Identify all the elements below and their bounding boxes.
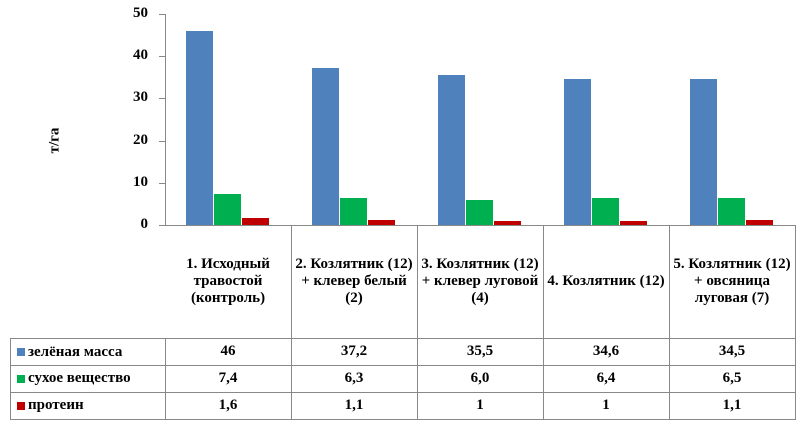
- bar-2: [214, 193, 241, 225]
- legend-swatch: [17, 348, 25, 356]
- x-axis-line: [165, 225, 795, 226]
- bar-2: [592, 197, 619, 225]
- data-cell: 6,4: [543, 365, 670, 393]
- y-axis-line: [165, 14, 166, 225]
- data-cell: 1,1: [669, 392, 796, 420]
- bar-2: [466, 199, 493, 225]
- data-cell: 1: [417, 392, 544, 420]
- data-cell: 6,3: [291, 365, 418, 393]
- y-tick-label: 20: [133, 131, 148, 148]
- bar-1: [564, 78, 591, 225]
- legend-entry: протеин: [10, 392, 166, 420]
- y-tick-label: 50: [133, 5, 148, 21]
- legend-label: сухое вещество: [28, 370, 131, 386]
- y-tick-mark: [159, 14, 165, 15]
- y-tick-label: 0: [140, 216, 149, 232]
- bar-1: [690, 79, 717, 225]
- bar-1: [438, 75, 465, 225]
- bar-3: [494, 220, 521, 225]
- bar-1: [186, 30, 213, 225]
- y-tick-mark: [159, 225, 165, 226]
- category-label: 5. Козлятник (12) + овсяница луговая (7): [669, 225, 796, 339]
- legend-swatch: [17, 374, 25, 383]
- bar-3: [242, 218, 269, 225]
- category-label: 4. Козлятник (12): [543, 225, 670, 339]
- data-cell: 1,1: [291, 392, 418, 420]
- data-cell: 1,6: [165, 392, 292, 420]
- category-label: 1. Исходный травостой (контроль): [165, 225, 292, 339]
- y-tick-label: 30: [133, 89, 148, 106]
- data-cell: 37,2: [291, 338, 418, 366]
- bar-1: [312, 68, 339, 225]
- legend-label: зелёная масса: [28, 343, 123, 360]
- y-tick-label: 40: [133, 47, 148, 64]
- y-axis-label: т/га: [46, 127, 63, 154]
- bar-3: [368, 220, 395, 225]
- bar-3: [620, 220, 647, 225]
- legend-label: протеин: [28, 397, 84, 413]
- data-cell: 1: [543, 392, 670, 420]
- y-tick-mark: [159, 98, 165, 100]
- bar-2: [718, 197, 745, 225]
- y-tick-mark: [159, 140, 165, 142]
- legend-entry: зелёная масса: [10, 338, 166, 366]
- bar-3: [746, 220, 773, 225]
- y-tick-mark: [159, 56, 165, 58]
- data-cell: 35,5: [417, 338, 544, 366]
- y-tick-mark: [159, 182, 165, 184]
- data-cell: 46: [165, 338, 292, 366]
- data-cell: 34,5: [669, 338, 796, 366]
- y-tick-label: 10: [133, 173, 148, 190]
- table-top-border: [165, 338, 795, 339]
- data-cell: 34,6: [543, 338, 670, 366]
- data-cell: 6,0: [417, 365, 544, 393]
- category-label: 2. Козлятник (12) + клевер белый (2): [291, 225, 418, 339]
- legend-swatch: [17, 401, 25, 410]
- legend-entry: сухое вещество: [10, 365, 166, 393]
- data-cell: 7,4: [165, 365, 292, 393]
- category-label: 3. Козлятник (12) + клевер луговой (4): [417, 225, 544, 339]
- data-cell: 6,5: [669, 365, 796, 393]
- bar-2: [340, 198, 367, 225]
